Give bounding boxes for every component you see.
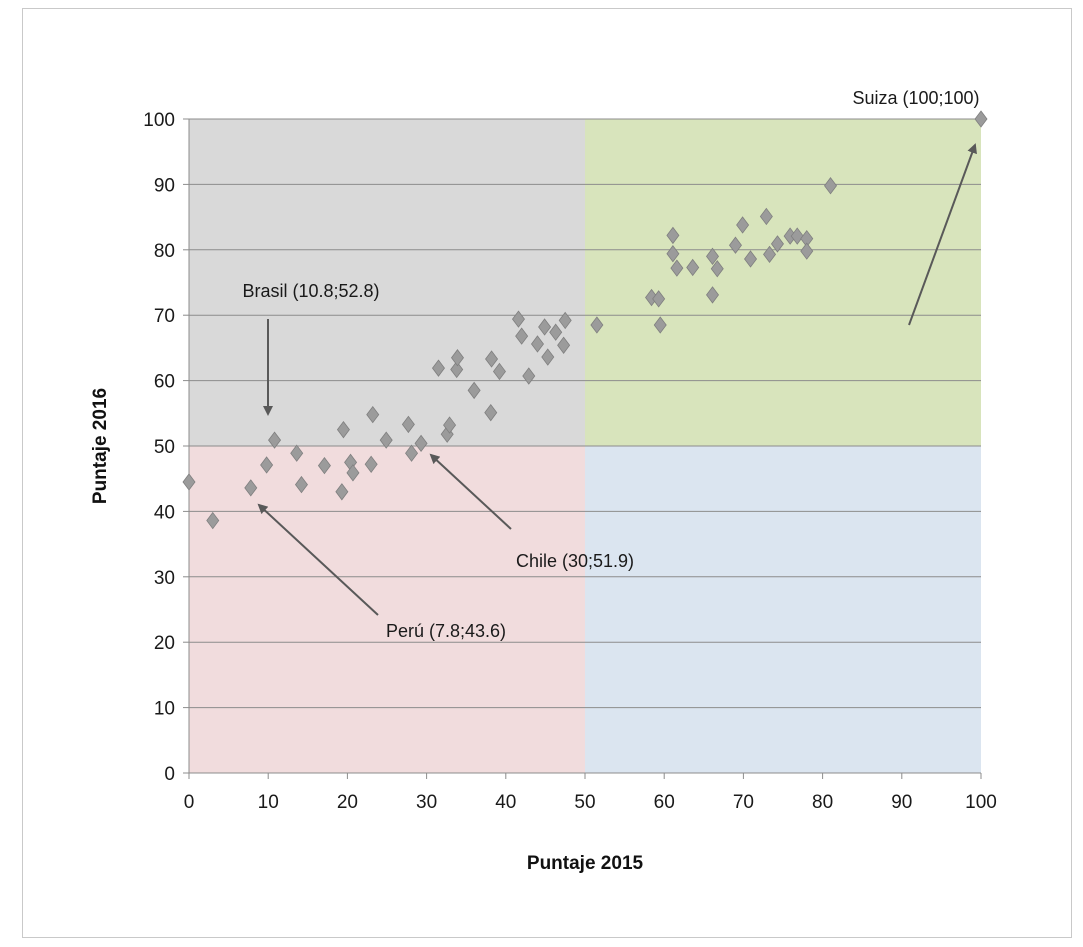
annotation-labels: Suiza (100;100) Brasil (10.8;52.8) Chile (… <box>242 88 979 641</box>
data-point-35 <box>558 311 572 330</box>
data-point-7 <box>317 456 331 475</box>
data-point-16 <box>405 444 419 462</box>
x-tick-label-0: 0 <box>184 792 195 813</box>
data-point-17 <box>414 434 428 453</box>
y-tick-label-10: 10 <box>154 699 175 720</box>
x-tick-label-90: 90 <box>891 792 912 813</box>
data-point-34 <box>557 336 571 354</box>
quadrant-high-low <box>585 446 981 773</box>
x-tick-label-50: 50 <box>574 792 595 813</box>
data-point-36 <box>590 316 604 334</box>
data-point-32 <box>541 348 555 366</box>
data-point-41 <box>666 245 680 263</box>
data-point-47 <box>728 236 742 254</box>
data-point-31 <box>538 318 552 336</box>
data-point-12 <box>364 455 378 473</box>
x-tick-label-10: 10 <box>258 792 279 813</box>
y-tick-label-80: 80 <box>154 241 175 262</box>
data-point-38 <box>652 290 666 308</box>
y-tick-label-50: 50 <box>154 437 175 458</box>
data-point-30 <box>530 335 544 353</box>
data-points <box>182 110 988 530</box>
data-point-49 <box>744 250 758 268</box>
quadrant-high-high <box>585 119 981 446</box>
gridlines <box>189 118 981 709</box>
annotation-arrow-3 <box>257 503 379 616</box>
x-tick-label-80: 80 <box>812 792 833 813</box>
data-point-28 <box>515 327 529 345</box>
annotation-label-3: Perú (7.8;43.6) <box>386 621 506 641</box>
data-point-2 <box>244 479 258 497</box>
data-point-5 <box>290 444 304 462</box>
data-point-45 <box>706 286 720 304</box>
quadrant-low-low <box>189 446 585 773</box>
data-point-0 <box>182 473 196 491</box>
x-tick-label-100: 100 <box>965 792 997 813</box>
quadrant-low-high <box>189 119 585 446</box>
data-point-8 <box>335 483 349 501</box>
annotation-arrows <box>257 143 977 616</box>
data-point-1 <box>206 511 220 530</box>
data-point-22 <box>450 349 464 367</box>
y-tick-labels: 0 10 20 30 40 50 60 70 80 90 100 <box>143 110 175 785</box>
annotation-label-0: Suiza (100;100) <box>852 88 979 108</box>
data-point-4 <box>268 431 282 449</box>
data-point-21 <box>450 360 464 379</box>
data-point-57 <box>824 177 838 195</box>
y-tick-label-0: 0 <box>164 764 175 785</box>
x-tick-label-60: 60 <box>654 792 675 813</box>
data-point-25 <box>485 350 499 368</box>
x-tick-labels: 0 10 20 30 40 50 60 70 80 90 100 <box>184 792 997 813</box>
quadrant-backgrounds <box>189 119 981 773</box>
y-tick-label-70: 70 <box>154 306 175 327</box>
y-axis-title: Puntaje 2016 <box>90 388 111 504</box>
data-point-15 <box>401 415 415 434</box>
data-point-52 <box>770 235 784 253</box>
data-point-24 <box>484 403 498 422</box>
data-point-18 <box>431 359 445 377</box>
axes <box>183 118 982 779</box>
data-point-14 <box>379 431 393 449</box>
data-point-13 <box>366 405 380 424</box>
data-point-54 <box>790 227 804 245</box>
y-tick-label-100: 100 <box>143 110 175 131</box>
annotation-arrow-2 <box>429 453 512 530</box>
x-tick-label-30: 30 <box>416 792 437 813</box>
data-point-9 <box>336 420 350 439</box>
y-tick-label-20: 20 <box>154 633 175 654</box>
scatter-chart: 0 10 20 30 40 50 60 70 80 90 100 0 10 20 30 40 50 60 70 80… <box>90 88 997 874</box>
x-tick-label-40: 40 <box>495 792 516 813</box>
annotation-label-2: Chile (30;51.9) <box>516 551 634 571</box>
data-point-33 <box>549 323 563 341</box>
data-point-50 <box>759 207 773 226</box>
data-point-29 <box>522 367 536 385</box>
chart-frame: 0 10 20 30 40 50 60 70 80 90 100 0 10 20 30 40 50 60 70 80… <box>22 8 1072 938</box>
data-point-51 <box>763 245 777 264</box>
data-point-20 <box>443 416 457 434</box>
x-axis-title: Puntaje 2015 <box>527 853 644 874</box>
data-point-43 <box>686 258 700 277</box>
data-point-27 <box>511 310 525 328</box>
data-point-46 <box>710 260 724 278</box>
x-tick-label-70: 70 <box>733 792 754 813</box>
data-point-56 <box>800 242 814 260</box>
y-tick-label-30: 30 <box>154 568 175 589</box>
y-tick-label-60: 60 <box>154 372 175 393</box>
data-point-26 <box>492 362 506 381</box>
data-point-3 <box>260 456 274 474</box>
data-point-11 <box>346 464 360 482</box>
annotation-label-1: Brasil (10.8;52.8) <box>242 281 379 301</box>
data-point-42 <box>670 259 684 277</box>
data-point-58 <box>974 110 988 128</box>
data-point-6 <box>294 475 308 494</box>
data-point-40 <box>666 226 680 245</box>
data-point-48 <box>736 216 750 234</box>
x-tick-label-20: 20 <box>337 792 358 813</box>
y-tick-label-90: 90 <box>154 175 175 196</box>
annotation-arrow-0 <box>908 143 977 326</box>
y-tick-label-40: 40 <box>154 502 175 523</box>
data-point-39 <box>653 316 667 334</box>
data-point-23 <box>467 381 481 400</box>
data-point-44 <box>706 247 720 266</box>
